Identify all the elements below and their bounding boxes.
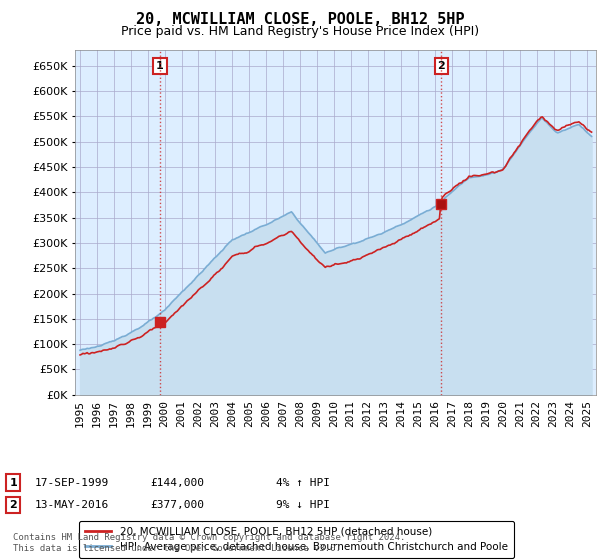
- Text: 17-SEP-1999: 17-SEP-1999: [35, 478, 109, 488]
- Text: Price paid vs. HM Land Registry's House Price Index (HPI): Price paid vs. HM Land Registry's House …: [121, 25, 479, 38]
- Text: £377,000: £377,000: [150, 500, 204, 510]
- Text: 9% ↓ HPI: 9% ↓ HPI: [276, 500, 330, 510]
- Text: 13-MAY-2016: 13-MAY-2016: [35, 500, 109, 510]
- Text: Contains HM Land Registry data © Crown copyright and database right 2024.
This d: Contains HM Land Registry data © Crown c…: [13, 533, 406, 553]
- Text: 20, MCWILLIAM CLOSE, POOLE, BH12 5HP: 20, MCWILLIAM CLOSE, POOLE, BH12 5HP: [136, 12, 464, 27]
- Legend: 20, MCWILLIAM CLOSE, POOLE, BH12 5HP (detached house), HPI: Average price, detac: 20, MCWILLIAM CLOSE, POOLE, BH12 5HP (de…: [79, 521, 514, 558]
- Text: 1: 1: [10, 478, 17, 488]
- Text: £144,000: £144,000: [150, 478, 204, 488]
- Text: 2: 2: [437, 61, 445, 71]
- Text: 4% ↑ HPI: 4% ↑ HPI: [276, 478, 330, 488]
- Text: 1: 1: [156, 61, 164, 71]
- Text: 2: 2: [10, 500, 17, 510]
